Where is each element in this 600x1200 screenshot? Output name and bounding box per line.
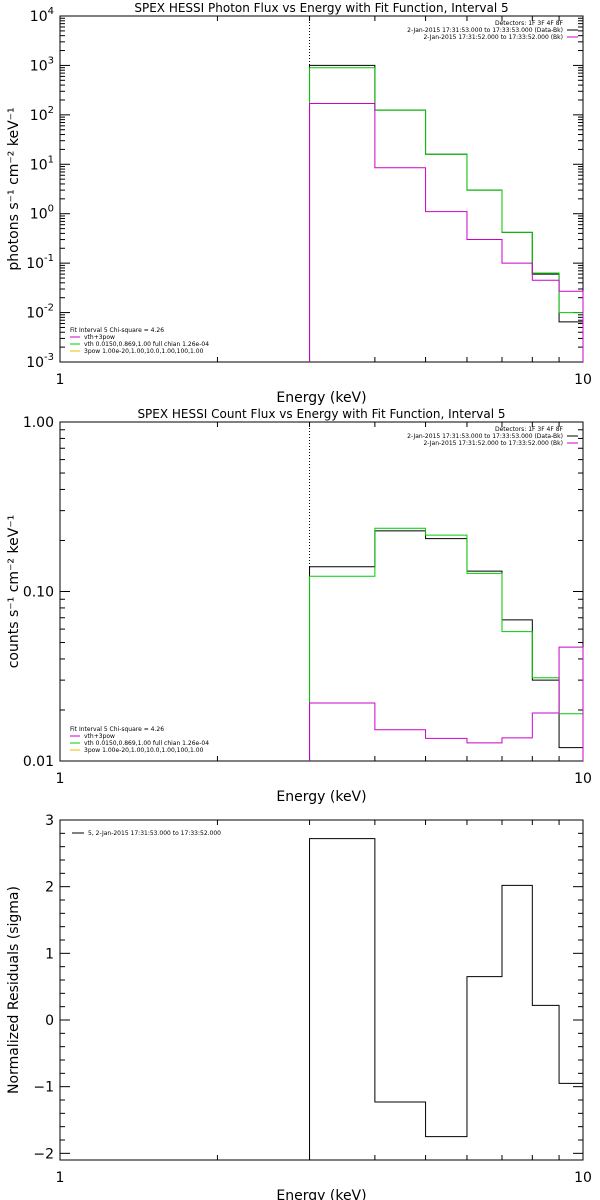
- y-tick-label-exponent: 2: [48, 105, 54, 116]
- legend-top-entry: 2-Jan-2015 17:31:52.000 to 17:33:52.000 …: [423, 34, 563, 41]
- y-tick-label: 2: [45, 880, 54, 896]
- y-axis-label: Normalized Residuals (sigma): [6, 886, 22, 1094]
- series-3-histogram: [309, 102, 584, 362]
- plot-frame: [59, 819, 584, 1161]
- x-tick-label: 10: [574, 1170, 592, 1186]
- chart-panel-2: SPEX HESSI Count Flux vs Energy with Fit…: [6, 407, 592, 805]
- series-1-histogram: [309, 530, 584, 761]
- x-axis-label: Energy (keV): [276, 390, 366, 406]
- legend-fit-entry: vth 0.0150,0.869,1.00 full chian 1.26e-0…: [84, 341, 209, 348]
- x-tick-label: 10: [574, 372, 592, 388]
- y-tick-label: 1.00: [23, 415, 54, 431]
- plot-frame: [59, 15, 584, 363]
- series-1-histogram: [309, 64, 584, 362]
- y-tick-label: 0: [45, 1013, 54, 1029]
- y-tick-label: 10-2: [26, 303, 54, 322]
- legend-residual-entry: 5, 2-Jan-2015 17:31:53.000 to 17:33:52.0…: [88, 830, 221, 837]
- y-tick-label: 1: [45, 946, 54, 962]
- series-3-histogram: [309, 646, 584, 761]
- y-tick-label: −1: [33, 1080, 54, 1096]
- x-tick-label: 1: [56, 372, 65, 388]
- plot-frame: [59, 421, 584, 762]
- legend-fit-entry: vth+3pow: [84, 334, 115, 341]
- y-tick-label-base: 10: [30, 207, 48, 223]
- legend-fit-entry: 3pow 1.00e-20,1.00,10.0,1.00,100,1.00: [84, 747, 204, 754]
- y-tick-label: 10-1: [26, 253, 54, 272]
- y-tick-label-base: 10: [26, 306, 44, 322]
- y-tick-label-base: 10: [30, 58, 48, 74]
- legend-top-entry: 2-Jan-2015 17:31:53.000 to 17:33:53.000 …: [407, 433, 563, 440]
- x-axis-label: Energy (keV): [276, 789, 366, 805]
- y-tick-label-exponent: 1: [48, 154, 54, 165]
- chart-title: SPEX HESSI Count Flux vs Energy with Fit…: [137, 407, 505, 421]
- x-tick-label: 10: [574, 771, 592, 787]
- y-tick-label: 103: [30, 55, 54, 74]
- legend-fit-header: Fit Interval 5 Chi-square = 4.26: [70, 726, 164, 733]
- y-tick-label: 104: [30, 6, 54, 25]
- y-tick-label-exponent: -1: [44, 253, 54, 264]
- y-tick-label-base: 10: [26, 355, 44, 371]
- y-tick-label-exponent: 0: [48, 204, 54, 215]
- legend-top-entry: 2-Jan-2015 17:31:53.000 to 17:33:53.000 …: [407, 27, 563, 34]
- y-tick-label-exponent: -3: [44, 352, 54, 363]
- chart-title: SPEX HESSI Photon Flux vs Energy with Fi…: [134, 1, 508, 15]
- chart-panel-3: 1 10 −2 −1 0 1 2 3 Energy (keV) Normalized Residu…: [6, 813, 592, 1200]
- y-tick-label: 0.10: [23, 585, 54, 601]
- y-tick-label-base: 10: [30, 157, 48, 173]
- y-tick-label: 0.01: [23, 754, 54, 770]
- series-2-histogram: [309, 67, 584, 362]
- y-tick-label-base: 10: [30, 9, 48, 25]
- legend-top-entry: Detectors: 1F 3F 4F 8F: [495, 20, 564, 27]
- y-tick-label-base: 10: [30, 108, 48, 124]
- legend-fit-entry: vth 0.0150,0.869,1.00 full chian 1.26e-0…: [84, 740, 209, 747]
- legend-fit-entry: vth+3pow: [84, 733, 115, 740]
- series-1-histogram: [309, 838, 584, 1160]
- chart-panel-1: SPEX HESSI Photon Flux vs Energy with Fi…: [6, 1, 592, 406]
- series-2-histogram: [309, 527, 584, 761]
- y-tick-label-base: 10: [26, 256, 44, 272]
- x-axis-label: Energy (keV): [276, 1188, 366, 1200]
- x-tick-label: 1: [56, 1170, 65, 1186]
- legend-fit-entry: 3pow 1.00e-20,1.00,10.0,1.00,100,1.00: [84, 348, 204, 355]
- y-tick-label: 10-3: [26, 352, 54, 371]
- legend-fit-header: Fit Interval 5 Chi-square = 4.26: [70, 327, 164, 334]
- y-tick-label-exponent: 4: [48, 6, 54, 17]
- y-tick-label: 100: [30, 204, 54, 223]
- y-tick-label: −2: [33, 1146, 54, 1162]
- y-tick-label: 101: [30, 154, 54, 173]
- y-tick-label: 102: [30, 105, 54, 124]
- legend-top-entry: 2-Jan-2015 17:31:52.000 to 17:33:52.000 …: [423, 440, 563, 447]
- legend-top-entry: Detectors: 1F 3F 4F 8F: [495, 426, 564, 433]
- y-tick-label-exponent: -2: [44, 303, 54, 314]
- x-tick-label: 1: [56, 771, 65, 787]
- y-axis-label: photons s⁻¹ cm⁻² keV⁻¹: [6, 107, 22, 270]
- y-axis-label: counts s⁻¹ cm⁻² keV⁻¹: [6, 515, 22, 669]
- y-tick-label: 3: [45, 813, 54, 829]
- y-tick-label-exponent: 3: [48, 55, 54, 66]
